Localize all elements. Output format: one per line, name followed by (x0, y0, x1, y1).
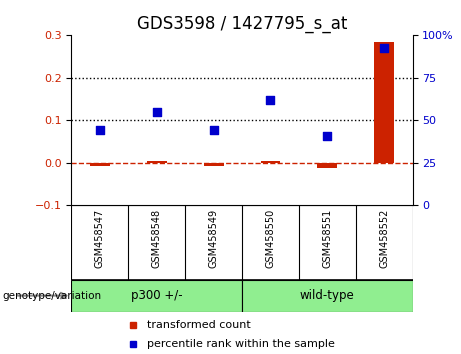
Text: GSM458549: GSM458549 (208, 209, 219, 268)
Point (96, 127, 104, 133)
Point (324, 133, 331, 139)
Text: GSM458550: GSM458550 (266, 209, 276, 268)
Point (210, 127, 217, 133)
Bar (242, 280, 413, 312)
Bar (71, 280, 242, 312)
Text: GSM458547: GSM458547 (95, 209, 105, 268)
Text: GSM458548: GSM458548 (152, 209, 162, 268)
Title: GDS3598 / 1427795_s_at: GDS3598 / 1427795_s_at (137, 15, 347, 33)
Text: transformed count: transformed count (147, 320, 250, 330)
Text: p300 +/-: p300 +/- (131, 289, 183, 302)
Bar (147, 161, 167, 163)
Bar (204, 163, 224, 166)
Bar (260, 161, 280, 163)
Bar (90, 163, 110, 166)
Point (267, 98, 274, 103)
Point (380, 45, 388, 51)
Bar (317, 163, 337, 168)
Text: GSM458551: GSM458551 (322, 209, 332, 268)
Bar (374, 42, 394, 163)
Text: wild-type: wild-type (300, 289, 355, 302)
Point (153, 109, 160, 115)
Text: percentile rank within the sample: percentile rank within the sample (147, 339, 334, 349)
Text: GSM458552: GSM458552 (379, 209, 389, 268)
Text: genotype/variation: genotype/variation (2, 291, 101, 301)
